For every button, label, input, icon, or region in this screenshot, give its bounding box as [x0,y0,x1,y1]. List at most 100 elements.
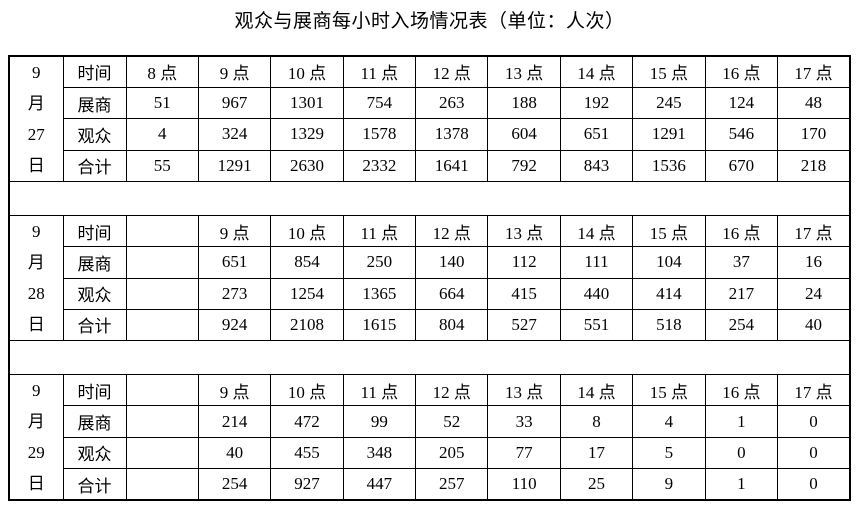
value-cell: 440 [559,277,634,310]
value-cell: 604 [487,118,561,151]
value-cell [125,308,199,342]
hour-header-cell: 13 点 [487,55,561,88]
value-cell: 111 [559,246,634,279]
hour-header-cell: 11 点 [342,214,417,248]
row-label-cell: 展商 [62,246,127,279]
date-line: 28 [27,284,45,303]
value-cell: 2630 [270,149,344,183]
value-cell: 245 [632,86,706,120]
row-label-cell: 观众 [62,277,127,310]
value-cell: 1254 [270,277,344,310]
spacer-cell [8,181,851,216]
date-line: 9 [32,63,41,82]
value-cell: 1291 [632,118,706,151]
value-cell: 1291 [197,149,272,183]
value-cell: 2332 [342,149,417,183]
table-row: 合计 924 2108 1615 804 527 551 518 254 40 [9,308,851,342]
page-title: 观众与展商每小时入场情况表（单位：人次） [234,11,625,32]
value-cell: 1 [704,468,779,501]
hour-header-cell: 17 点 [777,373,851,407]
value-cell: 217 [704,277,779,310]
value-cell: 17 [559,436,634,470]
value-cell: 414 [632,277,706,310]
date-line: 月 [27,412,45,431]
value-cell: 0 [777,405,851,438]
value-cell: 124 [704,86,779,120]
value-cell: 1641 [415,149,489,183]
table-row: 观众 4 324 1329 1578 1378 604 651 1291 546 170 [9,118,851,151]
value-cell: 5 [632,436,706,470]
value-cell: 1301 [270,86,344,120]
hour-header-cell: 9 点 [197,214,272,248]
row-label-cell: 时间 [62,55,127,88]
table-row: 合计 254 927 447 257 110 25 9 1 0 [9,468,851,501]
value-cell: 9 [632,468,706,501]
value-cell: 48 [777,86,851,120]
date-line: 27 [27,125,45,144]
value-cell: 455 [270,436,344,470]
hour-header-cell: 10 点 [270,214,344,248]
hour-header-cell: 14 点 [559,373,634,407]
hour-header-cell: 16 点 [704,214,779,248]
value-cell: 51 [125,86,199,120]
spacer-row [8,181,851,216]
hour-header-cell: 15 点 [632,55,706,88]
row-label-cell: 观众 [62,118,127,151]
value-cell: 40 [197,436,272,470]
row-label-cell: 合计 [62,308,127,342]
value-cell: 651 [559,118,634,151]
value-cell: 77 [487,436,561,470]
value-cell: 24 [777,277,851,310]
value-cell: 263 [415,86,489,120]
value-cell: 1 [704,405,779,438]
value-cell: 927 [270,468,344,501]
row-label-cell: 展商 [62,86,127,120]
hour-header-cell: 16 点 [704,373,779,407]
value-cell: 967 [197,86,272,120]
hour-header-cell: 12 点 [415,214,489,248]
date-line: 日 [27,156,45,175]
value-cell: 52 [415,405,489,438]
date-line: 日 [27,474,45,493]
date-cell: 9 月 29 日 [8,374,64,501]
value-cell: 924 [197,308,272,342]
value-cell: 192 [559,86,634,120]
value-cell: 0 [777,436,851,470]
hour-header-cell [125,373,199,407]
value-cell: 257 [415,468,489,501]
table-row: 9 月 29 日时间 9 点 10 点 11 点 12 点 13 点 14 点 15 点 16 点 17… [8,373,851,501]
value-cell: 804 [415,308,489,342]
row-label-cell: 合计 [62,149,127,183]
value-cell: 518 [632,308,706,342]
hour-header-cell: 10 点 [270,373,344,407]
value-cell: 4 [125,118,199,151]
hour-header-cell: 12 点 [415,373,489,407]
value-cell: 447 [342,468,417,501]
hour-header-cell: 17 点 [777,214,851,248]
value-cell: 273 [197,277,272,310]
value-cell: 188 [487,86,561,120]
value-cell: 25 [559,468,634,501]
hour-header-cell: 11 点 [342,55,417,88]
date-line: 29 [27,443,45,462]
table-row: 展商 214 472 99 52 33 8 4 1 0 [9,405,851,438]
hour-header-cell: 16 点 [704,55,779,88]
value-cell: 214 [197,405,272,438]
hour-header-cell: 17 点 [777,55,851,88]
date-line: 月 [27,94,45,113]
hour-header-cell: 11 点 [342,373,417,407]
value-cell: 104 [632,246,706,279]
value-cell: 40 [777,308,851,342]
value-cell [125,468,199,501]
hour-header-cell [125,214,199,248]
date-cell: 9 月 28 日 [8,215,64,341]
table-row: 展商 651 854 250 140 112 111 104 37 16 [9,246,851,279]
value-cell: 2108 [270,308,344,342]
date-line: 9 [32,381,41,400]
hour-header-cell: 13 点 [487,373,561,407]
hour-header-cell: 9 点 [197,373,272,407]
value-cell: 205 [415,436,489,470]
date-line: 日 [27,315,45,334]
table-row: 合计 55 1291 2630 2332 1641 792 843 1536 670 218 [9,149,851,183]
value-cell: 250 [342,246,417,279]
